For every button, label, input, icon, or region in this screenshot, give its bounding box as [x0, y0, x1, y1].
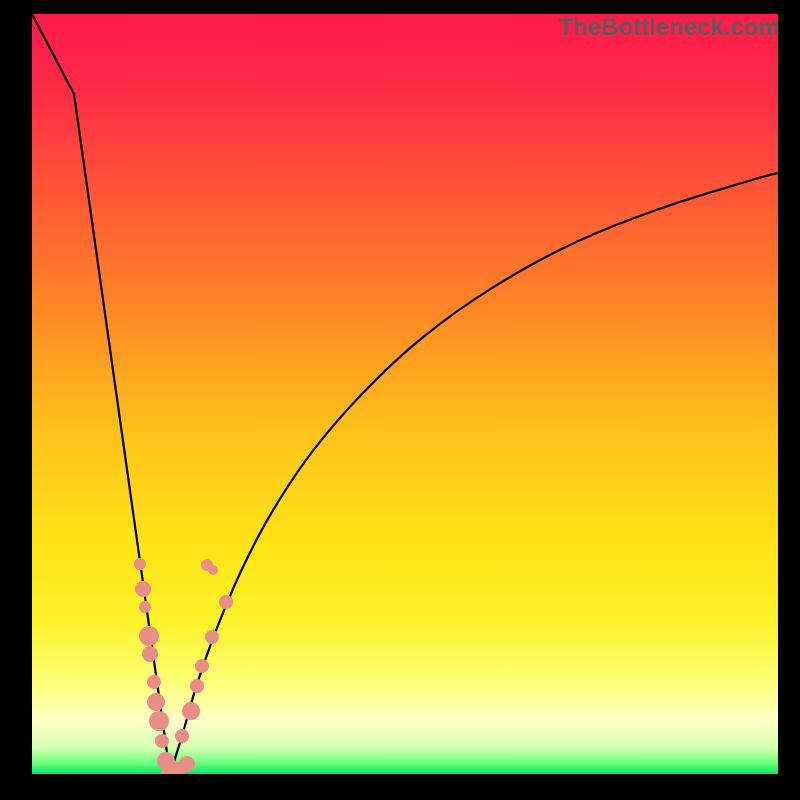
plot-frame [32, 14, 778, 774]
data-point [190, 679, 204, 693]
watermark-text: TheBottleneck.com [559, 14, 780, 42]
data-point [182, 702, 200, 720]
plot-svg [32, 14, 778, 774]
data-point [139, 601, 151, 613]
data-point [219, 595, 233, 609]
data-point [175, 729, 189, 743]
data-point [205, 630, 219, 644]
data-point [155, 734, 169, 748]
data-point [142, 646, 158, 662]
data-point [147, 675, 161, 689]
data-point [195, 659, 209, 673]
data-point [147, 693, 165, 711]
data-point [149, 711, 169, 731]
data-point [135, 581, 151, 597]
data-point [134, 558, 146, 570]
gradient-background [32, 14, 778, 774]
data-point [208, 565, 218, 575]
data-point [139, 626, 159, 646]
data-point [179, 756, 195, 772]
